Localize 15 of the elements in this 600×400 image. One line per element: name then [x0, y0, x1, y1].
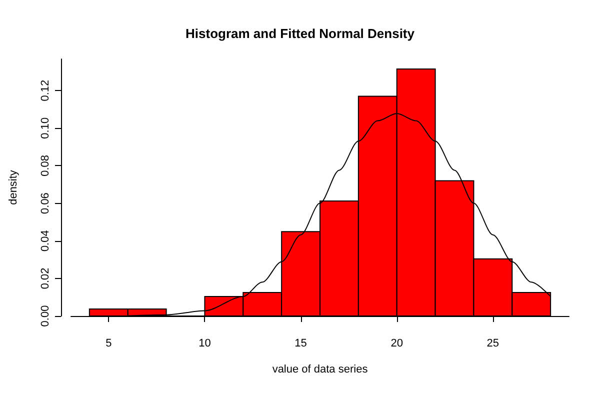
- x-tick-label: 10: [198, 338, 211, 350]
- y-tick-label: 0.02: [40, 268, 52, 290]
- y-tick-label: 0.08: [40, 154, 52, 176]
- y-tick-label: 0.12: [40, 80, 52, 102]
- y-axis-title: density: [8, 170, 20, 205]
- x-tick-label: 20: [390, 338, 403, 350]
- chart-title: Histogram and Fitted Normal Density: [186, 26, 416, 41]
- x-tick-label: 15: [294, 338, 307, 350]
- x-axis-title: value of data series: [272, 364, 368, 376]
- y-tick-label: 0.04: [40, 230, 52, 252]
- y-tick-label: 0.06: [40, 192, 52, 214]
- x-tick-label: 25: [486, 338, 500, 350]
- y-tick-label: 0.00: [40, 305, 52, 327]
- x-tick-label: 5: [106, 338, 112, 350]
- y-tick-label: 0.10: [40, 117, 52, 139]
